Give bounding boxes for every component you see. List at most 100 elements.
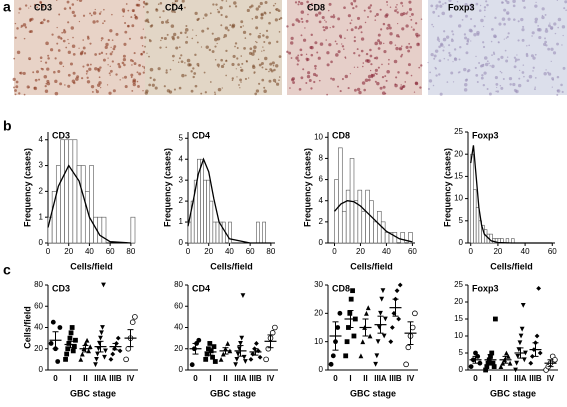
cell [193, 72, 197, 75]
cell [211, 32, 214, 35]
cell [259, 32, 261, 35]
cell [131, 64, 133, 66]
cell [125, 3, 128, 5]
cell [20, 26, 22, 28]
cell [334, 40, 337, 43]
cell [482, 41, 485, 44]
cell [521, 71, 525, 74]
y-tick-label: 0 [459, 365, 464, 374]
cell [476, 30, 480, 35]
cell [448, 0, 452, 2]
cell [122, 57, 127, 62]
x-tick-label: 0 [46, 247, 51, 256]
cell [306, 74, 311, 79]
cell [56, 26, 58, 29]
point [65, 346, 71, 352]
cell [545, 44, 548, 47]
y-tick-label: 20 [314, 308, 323, 317]
cell [367, 74, 372, 79]
cell [294, 1, 298, 4]
cell [240, 81, 242, 83]
cell [370, 63, 373, 66]
cell [464, 36, 468, 40]
bar [400, 232, 405, 244]
y-tick-label: 6 [319, 175, 324, 184]
cell [12, 77, 16, 82]
cell [534, 86, 536, 88]
cell [145, 2, 149, 6]
cell [142, 71, 145, 74]
cell [526, 79, 530, 83]
cell [387, 23, 391, 27]
cell [467, 69, 471, 72]
bar [256, 221, 260, 244]
point [403, 361, 409, 368]
cell [132, 10, 135, 12]
cell [60, 37, 62, 39]
cell [87, 37, 90, 40]
cell [341, 45, 345, 48]
cell [367, 61, 369, 64]
point [132, 314, 138, 320]
cell [304, 27, 306, 29]
cell [398, 35, 400, 38]
cell [138, 0, 141, 1]
cell [200, 46, 203, 48]
y-tick-label: 20 [34, 344, 43, 353]
cell [437, 36, 440, 39]
bar [338, 147, 343, 244]
cell [317, 56, 321, 60]
cell [302, 68, 305, 71]
cell [92, 20, 96, 24]
cell [184, 62, 186, 64]
bar [511, 238, 515, 244]
cell [382, 85, 386, 89]
cell [111, 51, 114, 53]
cell [98, 71, 100, 73]
cell [471, 2, 473, 5]
cell [364, 78, 369, 83]
cell [339, 36, 343, 39]
cell [465, 51, 469, 55]
cell [130, 76, 133, 79]
cell [483, 71, 487, 75]
bar [68, 139, 74, 244]
cell [463, 88, 468, 92]
cell [69, 6, 72, 9]
cell [528, 44, 530, 47]
cell [374, 41, 378, 46]
cell [358, 90, 362, 95]
cell [475, 2, 479, 6]
cell [517, 39, 520, 42]
chart-title: Foxp3 [472, 130, 499, 140]
cell [244, 77, 248, 81]
cell [268, 70, 270, 73]
cell [337, 85, 339, 88]
cell [92, 11, 97, 15]
cell [107, 57, 109, 59]
cell [142, 50, 146, 54]
point [504, 350, 509, 356]
cell [562, 66, 566, 70]
cell [243, 47, 246, 50]
cell [73, 14, 77, 18]
chart-title: CD8 [332, 130, 350, 140]
cell [330, 15, 333, 18]
cell [356, 16, 361, 20]
cell [192, 67, 195, 70]
cell [231, 79, 234, 82]
cell [268, 21, 271, 25]
point [328, 361, 334, 367]
cell [438, 40, 441, 43]
cell [202, 17, 205, 20]
y-tick-label: 25 [454, 127, 463, 136]
point [528, 360, 534, 366]
cell [54, 91, 59, 96]
cell [252, 65, 256, 70]
cell [214, 91, 216, 94]
cell [201, 29, 205, 33]
cell [240, 66, 242, 69]
x-tick-label: IIIA [234, 374, 247, 383]
bar [200, 158, 204, 244]
cell [43, 18, 46, 22]
